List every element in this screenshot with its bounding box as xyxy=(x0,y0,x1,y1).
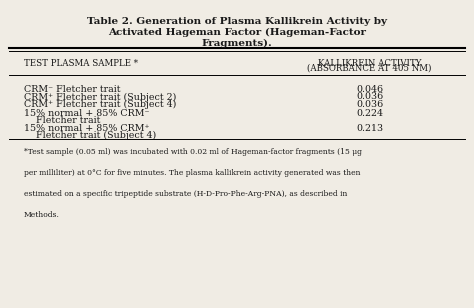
Text: *Test sample (0.05 ml) was incubated with 0.02 ml of Hageman-factor fragments (1: *Test sample (0.05 ml) was incubated wit… xyxy=(24,148,362,156)
Text: Fragments).: Fragments). xyxy=(201,38,273,48)
Text: 0.224: 0.224 xyxy=(356,109,383,118)
Text: TEST PLASMA SAMPLE *: TEST PLASMA SAMPLE * xyxy=(24,59,138,67)
Text: Table 2. Generation of Plasma Kallikrein Activity by: Table 2. Generation of Plasma Kallikrein… xyxy=(87,17,387,26)
Text: Fletcher trait (Subject 4): Fletcher trait (Subject 4) xyxy=(24,131,156,140)
Text: per milliliter) at 0°C for five minutes. The plasma kallikrein activity generate: per milliliter) at 0°C for five minutes.… xyxy=(24,169,360,177)
Text: CRM⁻ Fletcher trait: CRM⁻ Fletcher trait xyxy=(24,85,120,94)
Text: 0.213: 0.213 xyxy=(356,124,383,133)
Text: Activated Hageman Factor (Hageman-Factor: Activated Hageman Factor (Hageman-Factor xyxy=(108,28,366,37)
Text: 0.036: 0.036 xyxy=(356,92,383,101)
Text: Fletcher trait: Fletcher trait xyxy=(24,116,100,125)
Text: CRM⁺ Fletcher trait (Subject 2): CRM⁺ Fletcher trait (Subject 2) xyxy=(24,92,176,102)
Text: (ABSORBANCE AT 405 NM): (ABSORBANCE AT 405 NM) xyxy=(308,64,432,73)
Text: 15% normal + 85% CRM⁺: 15% normal + 85% CRM⁺ xyxy=(24,124,149,133)
Text: KALLIKREIN ACTIVITY: KALLIKREIN ACTIVITY xyxy=(318,59,421,67)
Text: Methods.: Methods. xyxy=(24,211,60,219)
Text: 15% normal + 85% CRM⁻: 15% normal + 85% CRM⁻ xyxy=(24,109,149,118)
Text: estimated on a specific tripeptide substrate (H-D-Pro-Phe-Arg-PNA), as described: estimated on a specific tripeptide subst… xyxy=(24,190,347,198)
Text: 0.036: 0.036 xyxy=(356,100,383,109)
Text: 0.046: 0.046 xyxy=(356,85,383,94)
Text: CRM⁺ Fletcher trait (Subject 4): CRM⁺ Fletcher trait (Subject 4) xyxy=(24,100,176,109)
